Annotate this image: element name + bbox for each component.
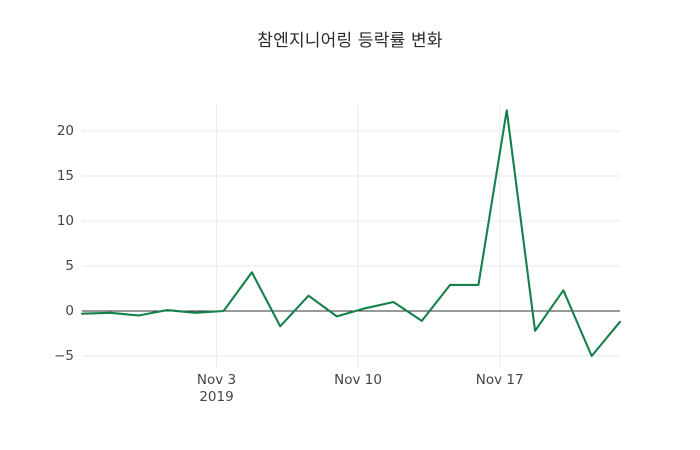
y-tick: −5 [38, 348, 74, 364]
x-tick: Nov 17 [440, 372, 560, 389]
chart-title: 참엔지니어링 등락률 변화 [257, 31, 443, 51]
x-tick-label: Nov 10 [334, 372, 382, 388]
y-tick: 20 [38, 123, 74, 139]
y-tick: 0 [38, 303, 74, 319]
y-tick-label: 15 [56, 168, 74, 184]
y-tick-label: 5 [65, 258, 74, 274]
x-tick-sublabel: 2019 [199, 389, 234, 405]
data-series-line [80, 109, 622, 358]
x-tick-label: Nov 17 [475, 372, 524, 388]
x-tick: Nov 3 2019 [157, 372, 277, 406]
x-tick-label: Nov 3 [196, 372, 237, 388]
y-tick-label: 10 [56, 213, 74, 229]
y-tick: 5 [38, 258, 74, 274]
y-tick: 10 [38, 213, 74, 229]
y-tick: 15 [38, 168, 74, 184]
horizontal-gridlines [82, 130, 620, 357]
y-tick-label: 0 [65, 303, 74, 319]
x-tick: Nov 10 [298, 372, 418, 389]
y-tick-label: 20 [56, 123, 74, 139]
y-tick-label: −5 [54, 348, 74, 364]
vertical-gridlines [216, 105, 501, 368]
